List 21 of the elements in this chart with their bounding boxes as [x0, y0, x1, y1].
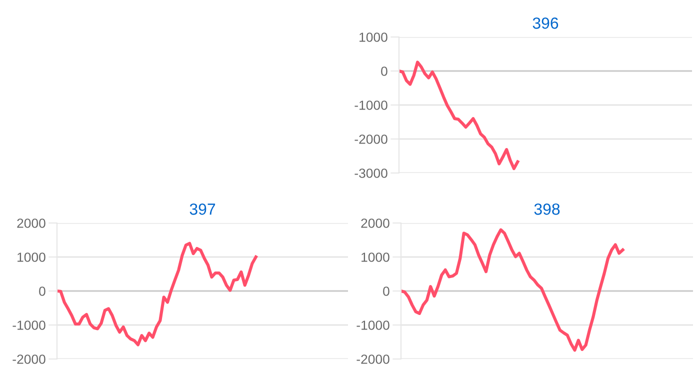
- y-tick-label: -1000: [354, 100, 388, 110]
- y-tick-label: -2000: [356, 354, 390, 364]
- y-tick-label: 2000: [361, 218, 390, 228]
- line-series: [399, 60, 520, 170]
- chart-title: 396: [532, 18, 558, 29]
- y-tick-label: 1000: [360, 32, 388, 42]
- line-series: [57, 242, 258, 346]
- y-tick-label: 0: [39, 286, 46, 296]
- line-series: [401, 228, 624, 352]
- y-tick-label: -2000: [12, 354, 46, 364]
- chart-title: 397: [190, 204, 216, 215]
- y-tick-label: 1000: [362, 252, 390, 262]
- y-tick-label: -1000: [12, 320, 46, 330]
- y-tick-label: 0: [383, 286, 390, 296]
- y-tick-label: -2000: [354, 134, 388, 144]
- y-tick-label: -1000: [356, 320, 390, 330]
- y-tick-label: 2000: [17, 218, 46, 228]
- y-tick-label: -3000: [354, 168, 388, 178]
- chart-title: 398: [534, 204, 560, 215]
- y-tick-label: 1000: [18, 252, 46, 262]
- y-tick-label: 0: [381, 66, 388, 76]
